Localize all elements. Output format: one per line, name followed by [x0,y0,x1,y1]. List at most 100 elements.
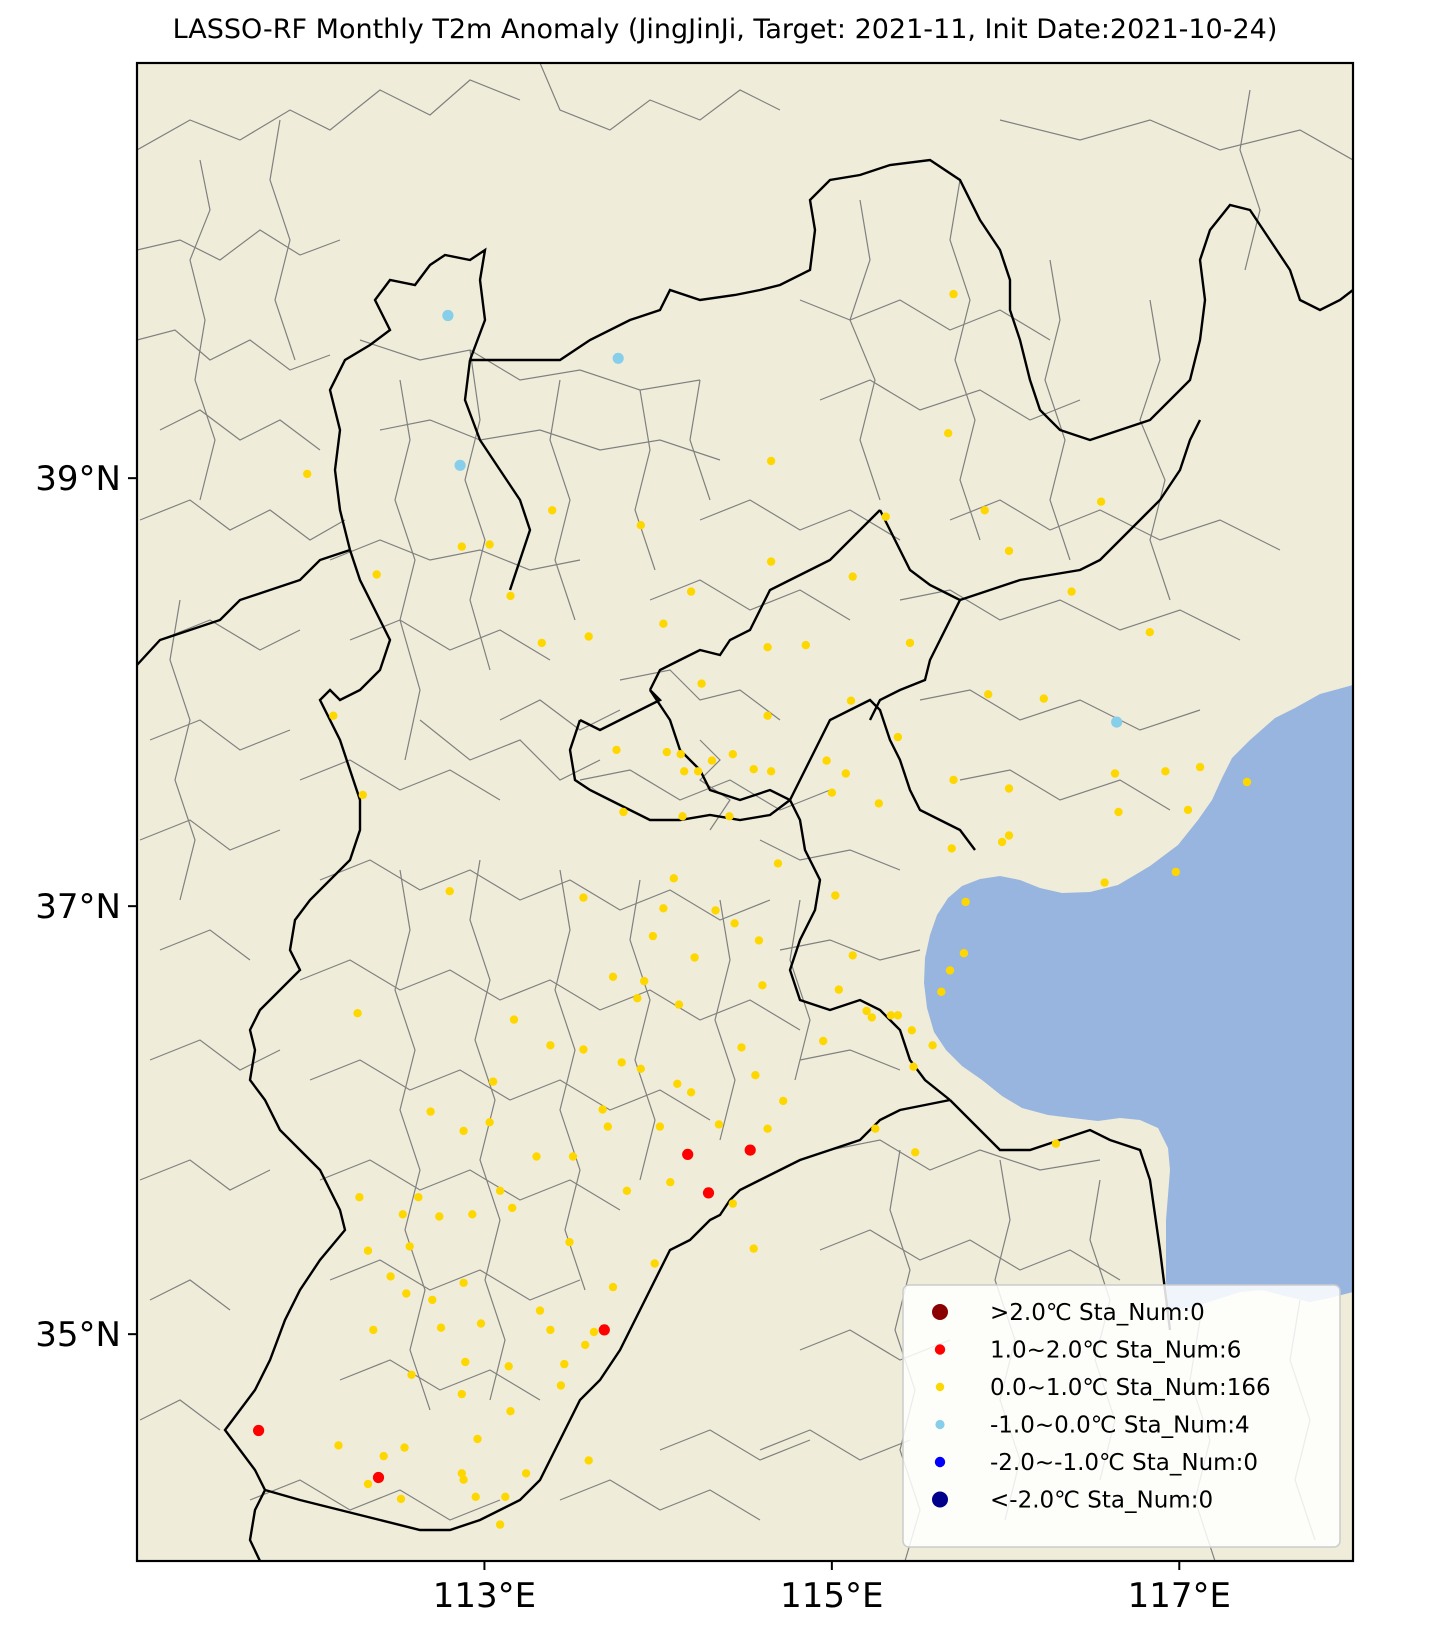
station-point [640,976,649,986]
station-point [680,767,689,776]
station-point [945,966,955,975]
station-point [1111,716,1123,728]
station-point [612,352,624,364]
station-point [1171,867,1181,877]
station-point [907,1026,916,1035]
station-point [329,711,338,720]
station-point [749,765,758,774]
station-point [1004,784,1014,793]
station-point [568,1152,578,1161]
station-point [831,891,840,900]
station-point [535,1306,545,1315]
station-point [603,1122,612,1131]
station-point [669,874,678,883]
station-point [579,893,588,902]
station-point [690,953,699,962]
station-point [355,1193,364,1202]
station-point [303,469,312,479]
station-point [867,1013,876,1022]
station-point [961,897,970,907]
station-point [459,1126,468,1136]
station-point [980,506,989,515]
station-point [827,788,837,797]
legend-marker [934,1344,946,1355]
station-point [369,1325,378,1335]
station-point [766,557,776,566]
station-point [674,1000,684,1009]
station-point [353,1009,362,1018]
station-point [947,844,956,853]
station-point [442,309,454,322]
station-point [881,512,890,521]
station-point [1242,777,1252,787]
station-point [400,1443,409,1452]
station-point [749,1244,758,1253]
station-point [909,1062,918,1071]
station-point [363,1479,373,1489]
station-point [655,1122,665,1131]
station-point [548,506,557,515]
station-point [725,812,734,821]
station-point [495,1186,505,1196]
legend-marker [934,1456,946,1468]
station-point [874,799,883,808]
bohai-sea [924,685,1353,1310]
station-point [476,1319,486,1328]
station-point [949,289,958,299]
station-point [801,640,810,650]
station-point [751,1071,760,1080]
station-point [886,1011,896,1020]
legend: >2.0℃ Sta_Num:0 1.0~2.0℃ Sta_Num:6 0.0~1.0… [902,1284,1341,1548]
station-point [454,459,466,471]
station-point [253,1424,265,1437]
station-point [468,1210,477,1219]
station-point [636,521,645,530]
legend-marker [935,1419,945,1430]
station-point [693,767,703,776]
station-point [633,994,642,1003]
station-point [334,1441,343,1450]
station-point [485,540,494,549]
station-point [461,1357,470,1367]
station-point [678,812,687,821]
station-point [1114,807,1123,817]
station-point [848,572,857,581]
station-point [697,679,706,688]
station-point [501,1492,510,1502]
station-point [711,906,720,915]
station-point [997,837,1007,847]
station-point [459,1278,468,1288]
station-point [686,587,696,596]
station-point [579,1045,588,1054]
station-point [905,638,915,648]
station-point [405,1242,414,1251]
station-point [662,747,671,757]
y-tick-label: 37°N [35,887,121,927]
station-point [763,643,772,652]
station-point [372,570,381,579]
legend-label: 1.0~2.0℃ Sta_Num:6 [990,1338,1241,1364]
station-point [565,1237,574,1247]
station-point [1096,497,1106,506]
station-point [488,1077,498,1086]
station-point [822,756,831,765]
station-point [871,1124,880,1133]
station-point [485,1118,494,1127]
station-point [506,1407,515,1416]
station-point [1067,587,1076,596]
y-axis: 35°N 37°N 39°N [35,459,137,1355]
station-point [737,1043,746,1052]
y-tick-label: 39°N [35,459,121,499]
station-point [509,1015,519,1024]
station-point [728,750,737,759]
station-point [396,1494,406,1504]
station-point [617,1058,626,1067]
station-point [1004,546,1014,556]
station-point [650,1259,659,1268]
station-point [619,807,628,817]
station-points [253,289,1252,1529]
station-point [659,619,668,628]
x-axis: 113°E 115°E 117°E [433,1561,1231,1616]
